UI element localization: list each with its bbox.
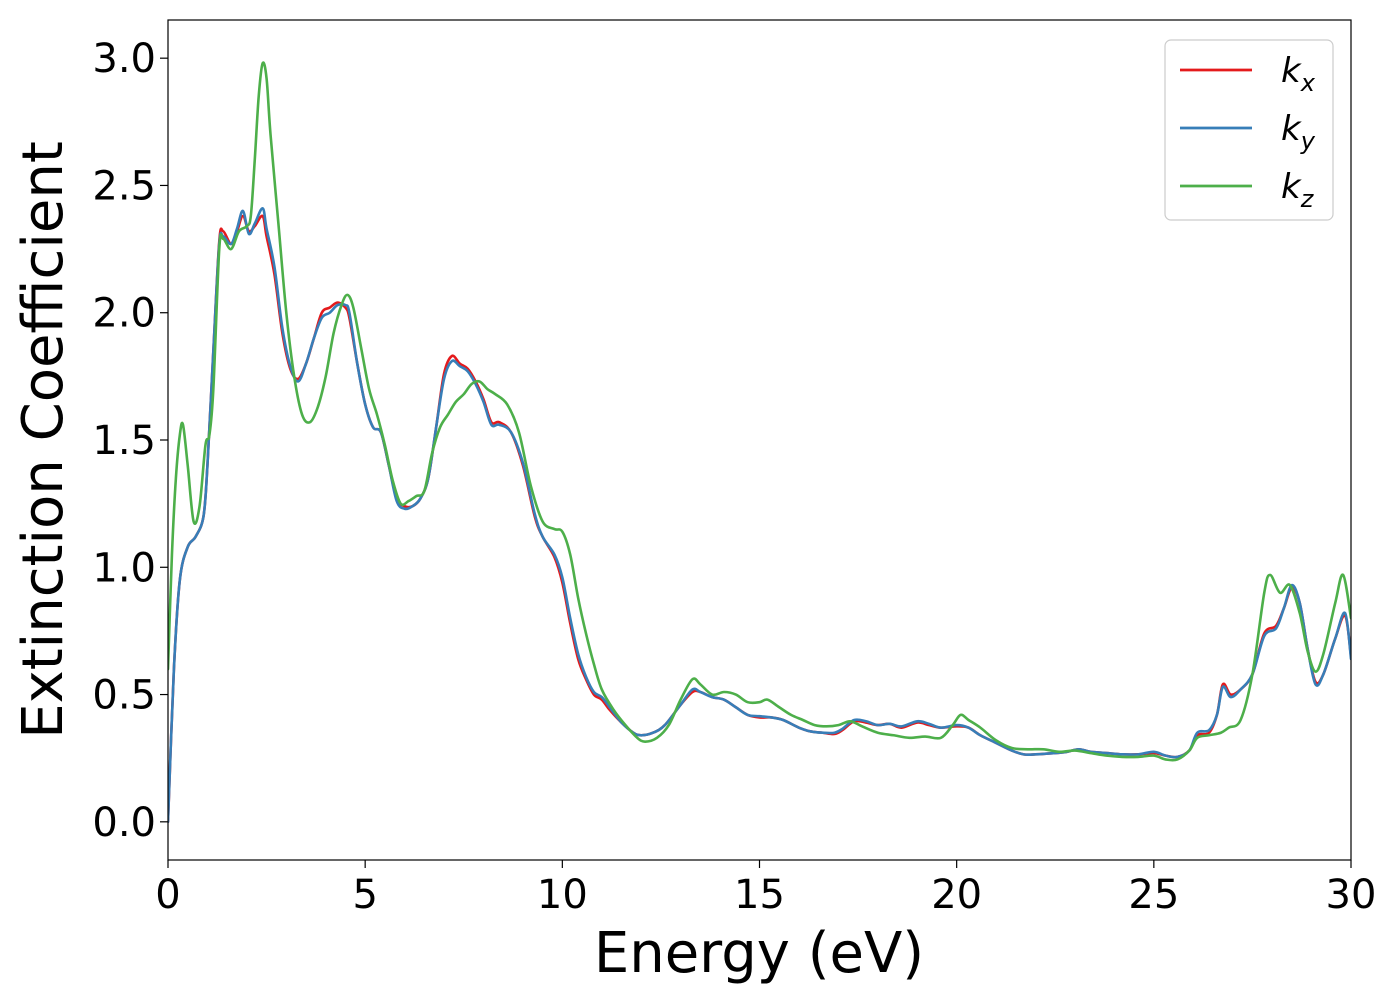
y-axis: 0.0 0.5 1.0 1.5 2.0 2.5 3.0 bbox=[92, 36, 168, 846]
legend-label-subscript: z bbox=[1300, 185, 1315, 213]
y-tick-label: 3.0 bbox=[92, 36, 156, 82]
legend-label-subscript: x bbox=[1300, 69, 1316, 97]
y-tick-label: 2.0 bbox=[92, 291, 156, 337]
x-tick-label: 5 bbox=[352, 872, 377, 918]
y-tick-label: 1.5 bbox=[92, 418, 156, 464]
x-tick-label: 0 bbox=[155, 872, 180, 918]
legend-box bbox=[1164, 39, 1334, 221]
y-axis-label: Extinction Coefficient bbox=[11, 141, 76, 739]
legend-label-base: k bbox=[1281, 51, 1302, 91]
x-axis-label: Energy (eV) bbox=[594, 921, 924, 986]
x-tick-label: 25 bbox=[1128, 872, 1179, 918]
y-tick-label: 0.5 bbox=[92, 673, 156, 719]
x-tick-label: 30 bbox=[1326, 872, 1377, 918]
x-axis: 0 5 10 15 20 25 30 bbox=[155, 860, 1376, 918]
legend-label: ky bbox=[1281, 109, 1316, 155]
y-tick-label: 0.0 bbox=[92, 800, 156, 846]
legend-label: kz bbox=[1281, 167, 1315, 213]
y-tick-label: 2.5 bbox=[92, 163, 156, 209]
series-line-k-x bbox=[168, 214, 1351, 824]
x-tick-label: 15 bbox=[734, 872, 785, 918]
legend-label-subscript: y bbox=[1300, 127, 1316, 155]
x-tick-label: 20 bbox=[931, 872, 982, 918]
legend-label-base: k bbox=[1281, 167, 1302, 207]
series-line-k-y bbox=[168, 207, 1351, 824]
legend-label-base: k bbox=[1281, 109, 1302, 149]
y-tick-label: 1.0 bbox=[92, 545, 156, 591]
series-layer bbox=[168, 61, 1351, 824]
legend-label: kx bbox=[1281, 51, 1316, 97]
x-tick-label: 10 bbox=[537, 872, 588, 918]
series-line-k-z bbox=[168, 61, 1351, 762]
